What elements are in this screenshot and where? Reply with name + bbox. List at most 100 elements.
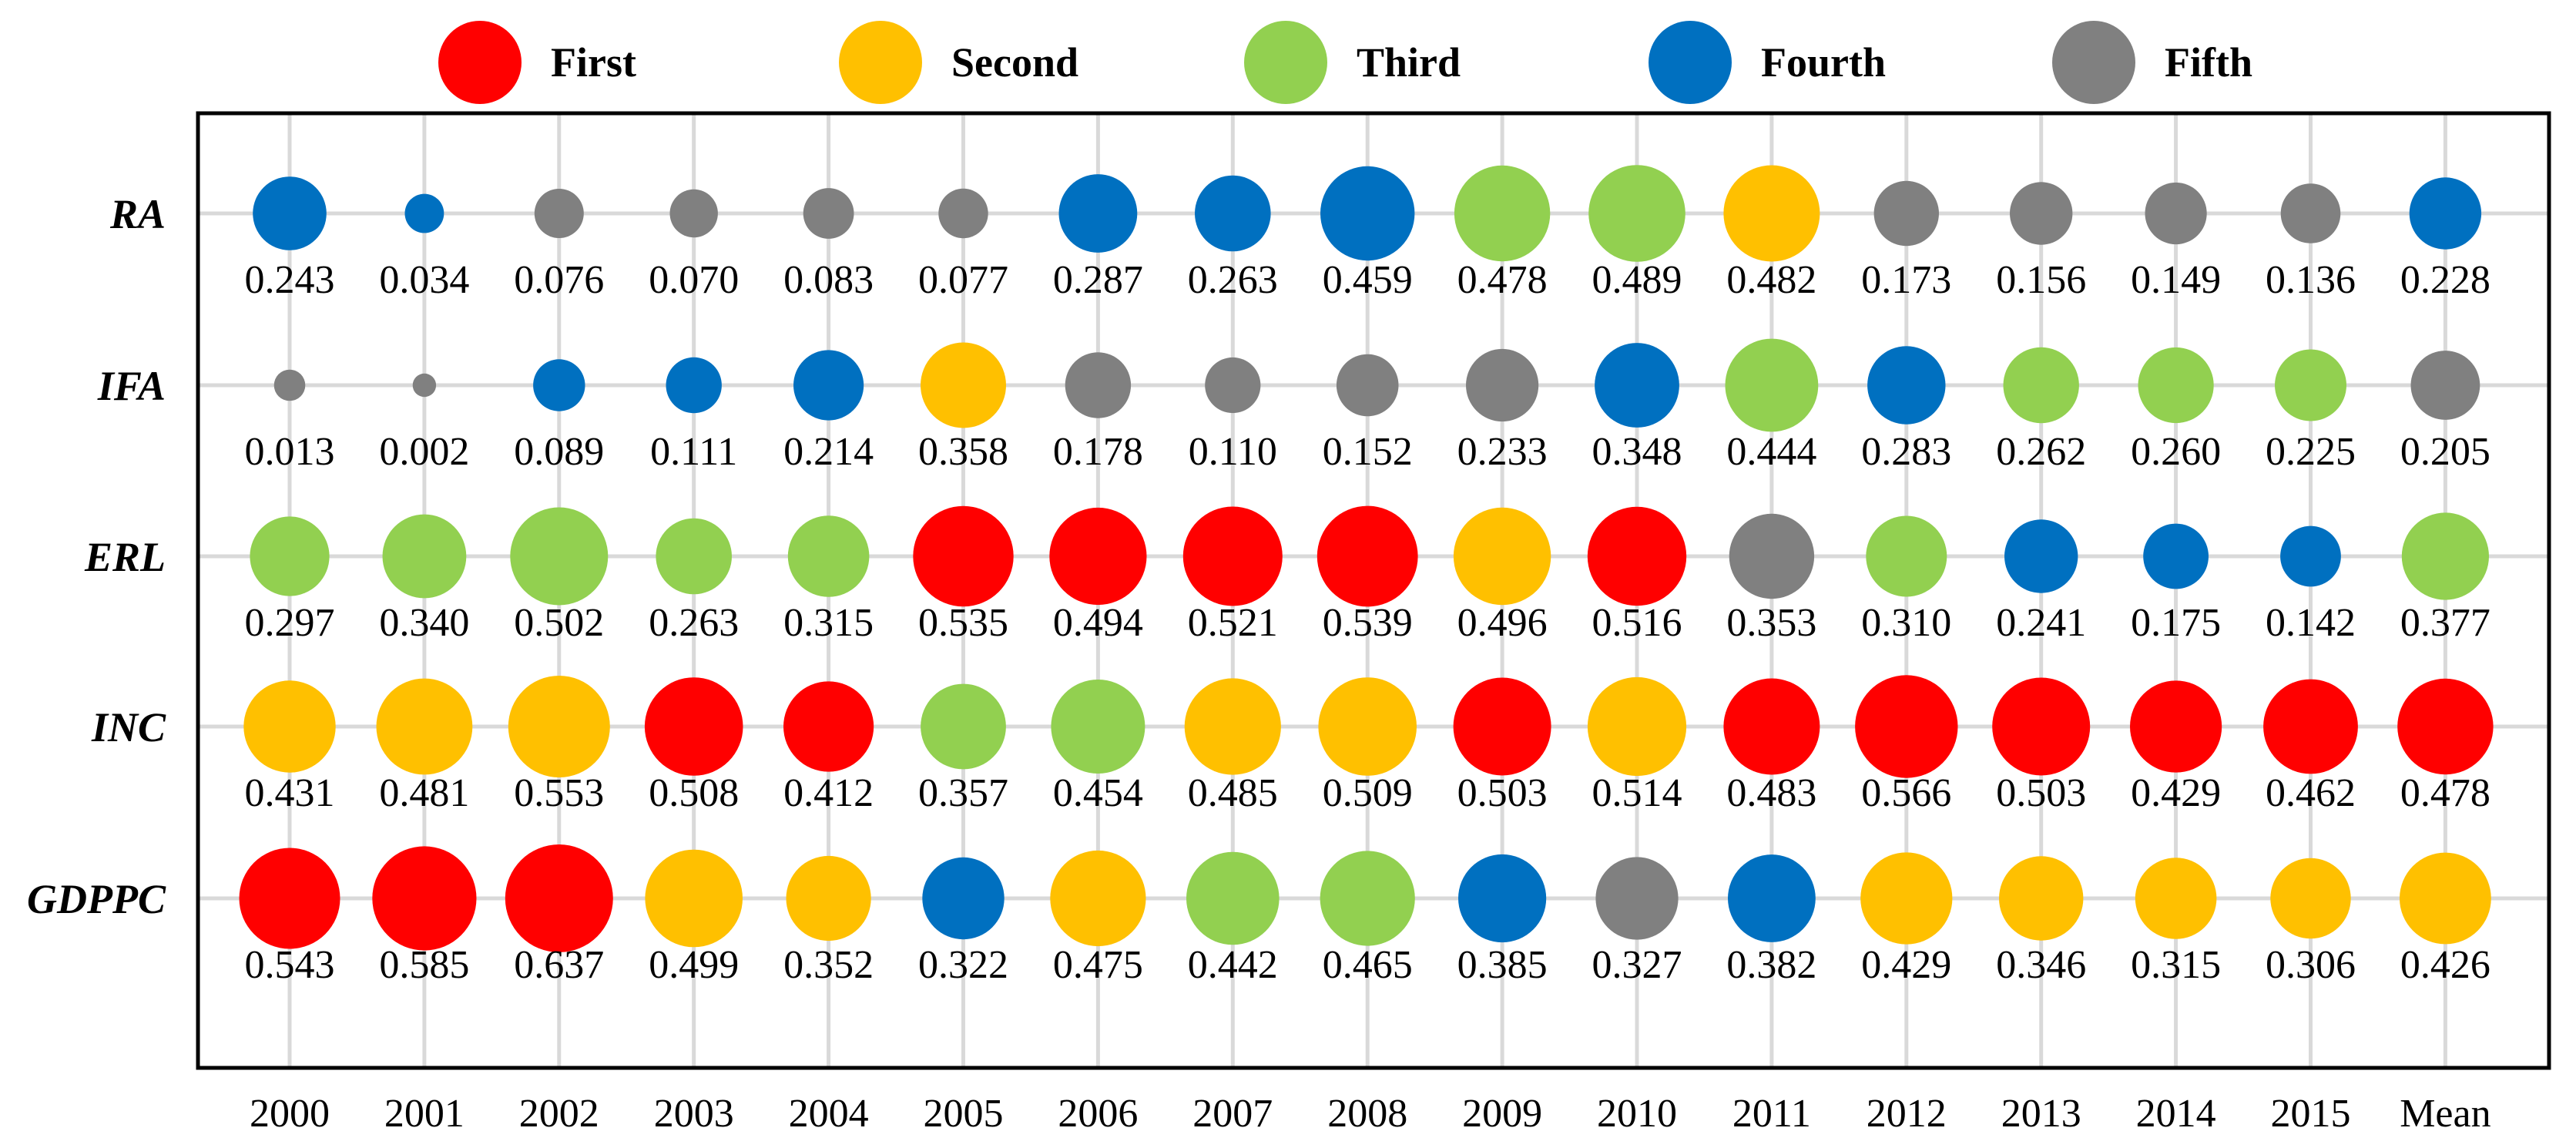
value-label: 0.499 bbox=[649, 943, 739, 987]
legend-label-second: Second bbox=[951, 39, 1078, 86]
legend-marker-third bbox=[1244, 21, 1327, 104]
value-label: 0.485 bbox=[1188, 771, 1278, 815]
value-label: 0.489 bbox=[1592, 258, 1682, 302]
bubble bbox=[505, 844, 613, 952]
value-label: 0.429 bbox=[2131, 771, 2221, 815]
value-label: 0.521 bbox=[1188, 601, 1278, 645]
legend-marker-first bbox=[438, 21, 522, 104]
bubble bbox=[376, 678, 473, 775]
bubble bbox=[1051, 680, 1145, 774]
value-label: 0.543 bbox=[245, 943, 335, 987]
bubble bbox=[412, 373, 437, 398]
value-label: 0.481 bbox=[379, 771, 469, 815]
value-label: 0.585 bbox=[379, 943, 469, 987]
bubble bbox=[1595, 857, 1679, 940]
value-label: 0.315 bbox=[783, 601, 874, 645]
bubble bbox=[1992, 677, 2091, 776]
value-label: 0.310 bbox=[1861, 601, 1951, 645]
bubble bbox=[508, 676, 610, 777]
bubble bbox=[921, 342, 1006, 428]
value-label: 0.454 bbox=[1053, 771, 1143, 815]
value-label: 0.152 bbox=[1323, 430, 1413, 474]
x-tick-label: 2012 bbox=[1867, 1092, 1947, 1136]
bubble bbox=[1725, 338, 1819, 432]
value-label: 0.385 bbox=[1457, 943, 1548, 987]
value-label: 0.553 bbox=[514, 771, 604, 815]
bubble bbox=[2397, 678, 2494, 775]
value-label: 0.262 bbox=[1996, 430, 2086, 474]
bubble bbox=[1186, 851, 1280, 945]
value-label: 0.263 bbox=[1188, 258, 1278, 302]
bubble bbox=[1317, 505, 1418, 607]
value-label: 0.465 bbox=[1323, 943, 1413, 987]
value-label: 0.327 bbox=[1592, 943, 1682, 987]
x-tick-label: 2009 bbox=[1462, 1092, 1542, 1136]
bubble bbox=[2010, 182, 2073, 245]
bubble bbox=[938, 188, 988, 239]
bubble bbox=[644, 677, 743, 776]
bubble bbox=[534, 189, 584, 238]
value-label: 0.508 bbox=[649, 771, 739, 815]
bubble bbox=[1058, 174, 1138, 253]
value-label: 0.142 bbox=[2266, 601, 2356, 645]
value-label: 0.083 bbox=[783, 258, 874, 302]
bubble bbox=[1453, 507, 1551, 606]
bubble bbox=[2270, 858, 2351, 939]
value-label: 0.535 bbox=[918, 601, 1008, 645]
bubble bbox=[1320, 166, 1415, 261]
bubble bbox=[2280, 525, 2341, 587]
value-label: 0.494 bbox=[1053, 601, 1143, 645]
value-label: 0.214 bbox=[783, 430, 874, 474]
value-label: 0.263 bbox=[649, 601, 739, 645]
x-tick-label: 2013 bbox=[2001, 1092, 2081, 1136]
value-label: 0.358 bbox=[918, 430, 1008, 474]
bubble bbox=[1866, 515, 1947, 597]
legend-marker-second bbox=[839, 21, 922, 104]
value-label: 0.076 bbox=[514, 258, 604, 302]
value-label: 0.034 bbox=[379, 258, 469, 302]
bubble bbox=[1454, 165, 1551, 262]
value-label: 0.002 bbox=[379, 430, 469, 474]
value-label: 0.173 bbox=[1861, 258, 1951, 302]
value-label: 0.110 bbox=[1189, 430, 1277, 474]
value-label: 0.482 bbox=[1726, 258, 1816, 302]
bubble bbox=[404, 193, 444, 233]
x-tick-label: 2005 bbox=[924, 1092, 1004, 1136]
bubble bbox=[1466, 348, 1539, 422]
value-label: 0.377 bbox=[2400, 601, 2490, 645]
bubble bbox=[2004, 519, 2078, 593]
bubble bbox=[2410, 351, 2480, 420]
value-label: 0.442 bbox=[1188, 943, 1278, 987]
bubble bbox=[1184, 678, 1281, 775]
bubble bbox=[250, 516, 330, 596]
value-label: 0.478 bbox=[2400, 771, 2490, 815]
value-label: 0.260 bbox=[2131, 430, 2221, 474]
bubble bbox=[1999, 856, 2084, 941]
value-label: 0.444 bbox=[1726, 430, 1816, 474]
value-label: 0.156 bbox=[1996, 258, 2086, 302]
plot-frame bbox=[196, 111, 2551, 1070]
value-label: 0.283 bbox=[1861, 430, 1951, 474]
x-tick-label: 2004 bbox=[789, 1092, 869, 1136]
bubble bbox=[786, 855, 871, 942]
bubble bbox=[1049, 507, 1147, 606]
bubble bbox=[372, 846, 477, 951]
bubble bbox=[239, 848, 340, 949]
bubble bbox=[793, 350, 864, 421]
row-label: ERL bbox=[84, 534, 166, 580]
bubble bbox=[2263, 679, 2358, 774]
bubble bbox=[645, 849, 743, 948]
value-label: 0.514 bbox=[1592, 771, 1682, 815]
value-label: 0.306 bbox=[2266, 943, 2356, 987]
value-label: 0.178 bbox=[1053, 430, 1143, 474]
bubble bbox=[1195, 175, 1271, 252]
x-tick-label: Mean bbox=[2400, 1092, 2490, 1136]
bubble bbox=[1458, 854, 1547, 943]
bubble bbox=[787, 515, 870, 597]
legend: First Second Third Fourth Fifth bbox=[438, 21, 2252, 104]
legend-label-third: Third bbox=[1357, 39, 1461, 86]
bubble bbox=[1867, 346, 1946, 425]
bubble bbox=[1588, 165, 1685, 262]
value-label: 0.503 bbox=[1996, 771, 2086, 815]
